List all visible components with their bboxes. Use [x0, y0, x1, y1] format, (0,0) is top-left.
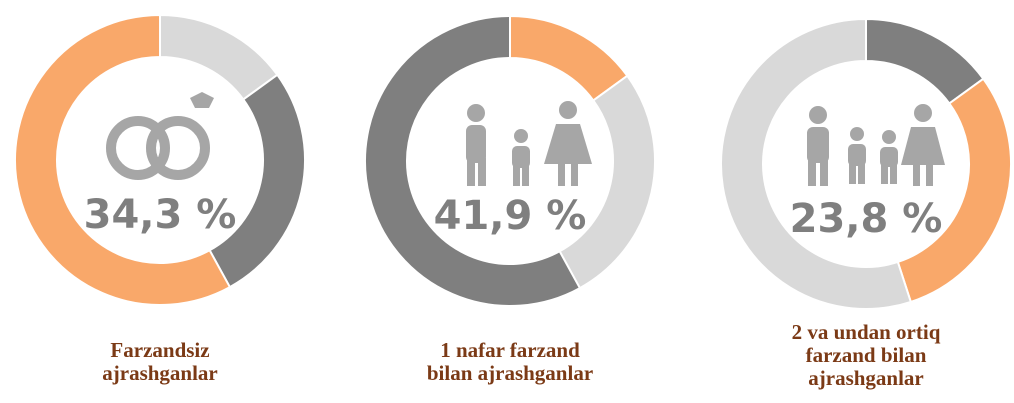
icons: [106, 92, 945, 186]
family-icon-2: [807, 104, 945, 186]
donut-segment: [720, 17, 913, 310]
donut-segment: [364, 14, 582, 307]
caption-line: ajrashganlar: [808, 366, 924, 390]
donut-segment: [896, 77, 1012, 304]
caption-line: 2 va undan ortiq: [792, 320, 941, 344]
center-value: 34,3 %: [84, 192, 237, 238]
caption-line: bilan ajrashganlar: [427, 361, 593, 385]
caption-line: farzand bilan: [806, 343, 927, 367]
caption-line: 1 nafar farzand: [440, 338, 580, 362]
donut-segment: [14, 13, 232, 306]
rings-icon: [106, 116, 210, 180]
family-icon-1: [466, 101, 592, 186]
ring-diamond: [190, 92, 214, 108]
caption-line: ajrashganlar: [102, 361, 218, 385]
center-value: 23,8 %: [790, 196, 943, 242]
caption-line: Farzandsiz: [110, 338, 209, 362]
center-value: 41,9 %: [434, 193, 587, 239]
